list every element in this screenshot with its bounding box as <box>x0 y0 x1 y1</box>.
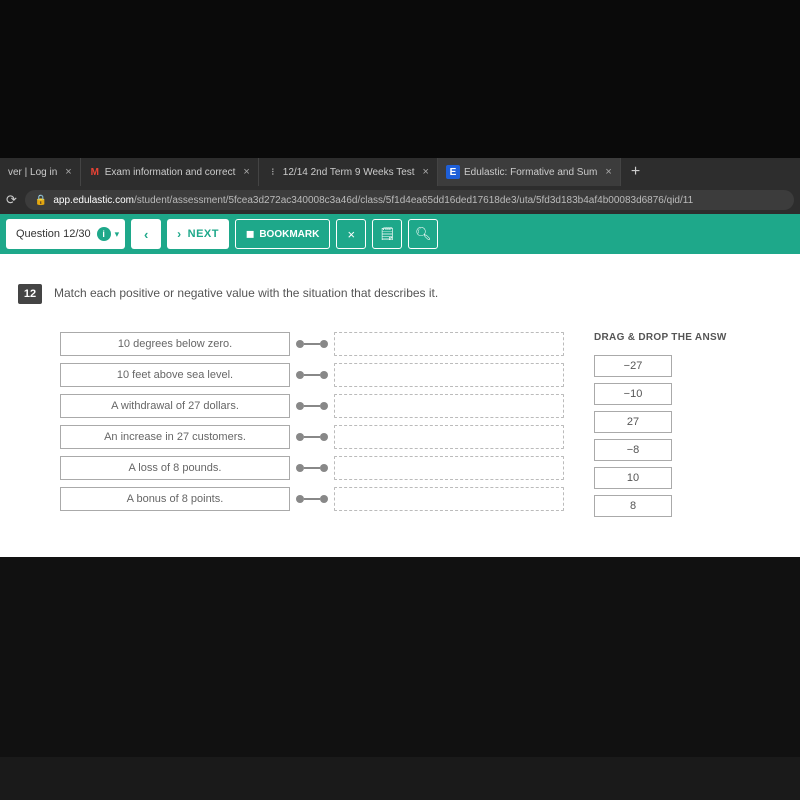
question-indicator-label: Question 12/30 <box>16 228 91 240</box>
answers-list: −27 −10 27 −8 10 8 <box>594 355 727 517</box>
footer-background <box>0 557 800 757</box>
tab-label: ver | Log in <box>8 167 57 178</box>
drop-zone[interactable] <box>334 394 564 418</box>
match-row: An increase in 27 customers. <box>60 425 564 449</box>
browser-chrome: ver | Log in × M Exam information and co… <box>0 158 800 214</box>
next-button[interactable]: › NEXT <box>167 219 229 249</box>
match-area: 10 degrees below zero. 10 feet above sea… <box>0 332 800 517</box>
close-tool-button[interactable]: × <box>336 219 366 249</box>
connector <box>296 464 328 472</box>
question-indicator[interactable]: Question 12/30 i ▾ <box>6 219 125 249</box>
calculator-icon: 🗒 <box>379 226 396 242</box>
calculator-button[interactable]: 🗒 <box>372 219 402 249</box>
bookmark-label: BOOKMARK <box>259 229 319 240</box>
search-button[interactable]: 🔍︎ <box>408 219 438 249</box>
bookmark-icon: ◼ <box>246 229 254 240</box>
answer-chip[interactable]: −10 <box>594 383 672 405</box>
chevron-right-icon: › <box>177 227 182 241</box>
tab-label: 12/14 2nd Term 9 Weeks Test <box>283 167 415 178</box>
tab-login[interactable]: ver | Log in × <box>0 158 81 186</box>
chevron-down-icon: ▾ <box>115 229 120 240</box>
drop-zone[interactable] <box>334 425 564 449</box>
prompt-box: 10 degrees below zero. <box>60 332 290 356</box>
match-row: A withdrawal of 27 dollars. <box>60 394 564 418</box>
match-row: 10 degrees below zero. <box>60 332 564 356</box>
answer-chip[interactable]: 10 <box>594 467 672 489</box>
prompt-box: A loss of 8 pounds. <box>60 456 290 480</box>
question-header: 12 Match each positive or negative value… <box>0 284 800 304</box>
match-rows: 10 degrees below zero. 10 feet above sea… <box>60 332 564 517</box>
question-number: 12 <box>18 284 42 304</box>
match-row: A bonus of 8 points. <box>60 487 564 511</box>
info-icon: i <box>97 227 111 241</box>
match-row: A loss of 8 pounds. <box>60 456 564 480</box>
bookmark-button[interactable]: ◼ BOOKMARK <box>235 219 330 249</box>
tab-strip: ver | Log in × M Exam information and co… <box>0 158 800 186</box>
gmail-icon: M <box>89 166 101 178</box>
answer-chip[interactable]: 27 <box>594 411 672 433</box>
connector <box>296 495 328 503</box>
question-content: 12 Match each positive or negative value… <box>0 254 800 557</box>
lock-icon: 🔒 <box>35 195 47 206</box>
answers-label: DRAG & DROP THE ANSW <box>594 332 727 343</box>
answer-chip[interactable]: 8 <box>594 495 672 517</box>
question-text: Match each positive or negative value wi… <box>54 284 438 300</box>
app-toolbar: Question 12/30 i ▾ ‹ › NEXT ◼ BOOKMARK ×… <box>0 214 800 254</box>
match-row: 10 feet above sea level. <box>60 363 564 387</box>
connector <box>296 402 328 410</box>
prompt-box: A bonus of 8 points. <box>60 487 290 511</box>
prev-button[interactable]: ‹ <box>131 219 161 249</box>
prompt-box: A withdrawal of 27 dollars. <box>60 394 290 418</box>
address-bar: ⟳ 🔒 app.edulastic.com/student/assessment… <box>0 186 800 214</box>
tab-term-test[interactable]: ⁝ 12/14 2nd Term 9 Weeks Test × <box>259 158 438 186</box>
tab-exam-info[interactable]: M Exam information and correct × <box>81 158 259 186</box>
chevron-left-icon: ‹ <box>144 227 148 242</box>
connector <box>296 433 328 441</box>
new-tab-button[interactable]: + <box>621 163 650 181</box>
prompt-box: An increase in 27 customers. <box>60 425 290 449</box>
connector <box>296 340 328 348</box>
drop-zone[interactable] <box>334 332 564 356</box>
tab-label: Exam information and correct <box>105 167 236 178</box>
connector <box>296 371 328 379</box>
doc-icon: ⁝ <box>267 166 279 178</box>
edulastic-icon: E <box>446 165 460 179</box>
answer-chip[interactable]: −27 <box>594 355 672 377</box>
close-icon[interactable]: × <box>243 166 249 178</box>
drop-zone[interactable] <box>334 456 564 480</box>
close-icon[interactable]: × <box>423 166 429 178</box>
close-icon[interactable]: × <box>65 166 71 178</box>
search-icon: 🔍︎ <box>415 226 432 242</box>
url-field[interactable]: 🔒 app.edulastic.com/student/assessment/5… <box>25 190 794 210</box>
close-icon[interactable]: × <box>605 166 611 178</box>
drop-zone[interactable] <box>334 363 564 387</box>
photo-background <box>0 0 800 158</box>
close-icon: × <box>348 227 356 242</box>
next-label: NEXT <box>188 228 219 240</box>
reload-icon[interactable]: ⟳ <box>6 192 17 208</box>
tab-label: Edulastic: Formative and Sum <box>464 167 597 178</box>
tab-edulastic[interactable]: E Edulastic: Formative and Sum × <box>438 158 621 186</box>
url-text: app.edulastic.com/student/assessment/5fc… <box>53 195 693 206</box>
answers-panel: DRAG & DROP THE ANSW −27 −10 27 −8 10 8 <box>594 332 727 517</box>
prompt-box: 10 feet above sea level. <box>60 363 290 387</box>
answer-chip[interactable]: −8 <box>594 439 672 461</box>
drop-zone[interactable] <box>334 487 564 511</box>
